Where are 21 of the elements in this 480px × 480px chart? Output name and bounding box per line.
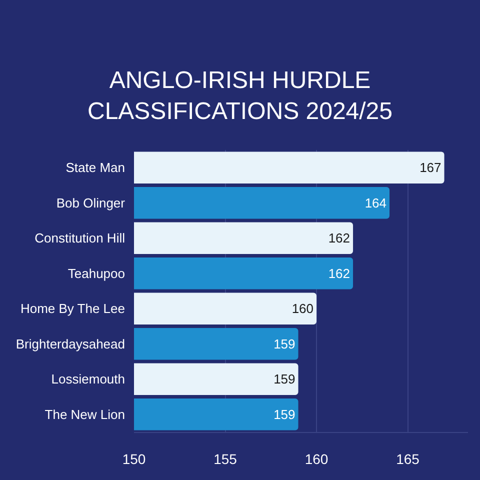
- y-tick-label: Bob Olinger: [56, 195, 126, 210]
- y-tick-label: The New Lion: [44, 406, 125, 422]
- x-tick-label: 165: [396, 450, 420, 467]
- chart-title: ANGLO-IRISH HURDLE CLASSIFICATIONS 2024/25: [87, 67, 393, 126]
- y-tick-label: Constitution Hill: [34, 230, 126, 246]
- y-tick-label: State Man: [66, 160, 125, 176]
- y-tick-label: Home By The Lee: [20, 301, 125, 316]
- data-label: 162: [328, 230, 350, 246]
- data-label: 162: [328, 266, 350, 281]
- y-tick-label: Teahupoo: [68, 266, 125, 281]
- data-label: 160: [292, 301, 314, 316]
- data-label: 159: [274, 372, 296, 387]
- data-label: 167: [420, 160, 442, 176]
- y-tick-label: Lossiemouth: [51, 372, 125, 387]
- x-tick-label: 160: [304, 450, 328, 467]
- data-label: 159: [274, 406, 296, 422]
- data-label: 159: [274, 336, 296, 352]
- x-tick-label: 150: [122, 450, 146, 467]
- data-label: 164: [364, 195, 387, 210]
- y-tick-label: Brighterdaysahead: [16, 336, 125, 352]
- x-tick-label: 155: [214, 450, 238, 467]
